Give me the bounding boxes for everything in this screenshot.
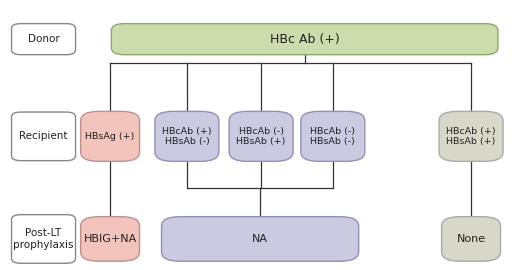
Text: HBcAb (+)
HBsAb (-): HBcAb (+) HBsAb (-) [162,127,211,146]
FancyBboxPatch shape [301,112,365,161]
Text: Post-LT
prophylaxis: Post-LT prophylaxis [13,228,74,250]
FancyBboxPatch shape [12,215,76,263]
FancyBboxPatch shape [155,112,219,161]
Text: HBIG+NA: HBIG+NA [83,234,137,244]
Text: HBcAb (-)
HBsAb (-): HBcAb (-) HBsAb (-) [310,127,355,146]
Text: HBc Ab (+): HBc Ab (+) [270,33,339,46]
Text: Recipient: Recipient [19,131,68,141]
Text: HBsAg (+): HBsAg (+) [86,132,135,141]
FancyBboxPatch shape [12,112,76,161]
Text: HBcAb (-)
HBsAb (+): HBcAb (-) HBsAb (+) [237,127,286,146]
FancyBboxPatch shape [81,217,139,261]
FancyBboxPatch shape [441,217,501,261]
FancyBboxPatch shape [439,112,503,161]
Text: NA: NA [252,234,268,244]
Text: HBcAb (+)
HBsAb (+): HBcAb (+) HBsAb (+) [446,127,496,146]
Text: None: None [457,234,485,244]
FancyBboxPatch shape [229,112,293,161]
FancyBboxPatch shape [162,217,358,261]
FancyBboxPatch shape [81,112,139,161]
Text: Donor: Donor [28,34,59,44]
FancyBboxPatch shape [12,23,76,55]
FancyBboxPatch shape [111,23,498,55]
